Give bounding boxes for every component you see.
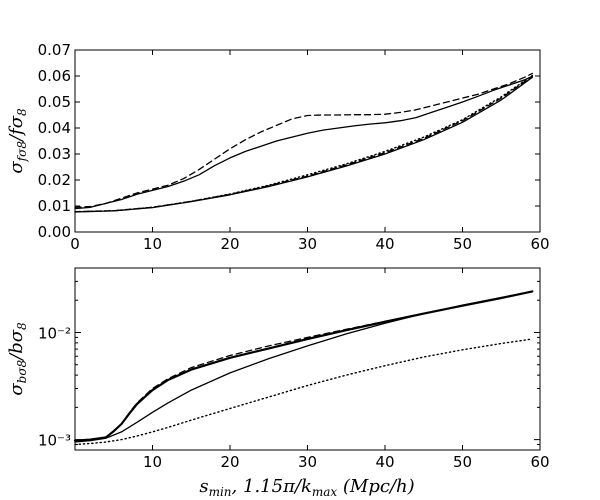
top-series-upper-dashed — [74, 72, 533, 208]
top-x-tick-label: 10 — [143, 235, 162, 253]
top-y-tick-label: 0.03 — [38, 145, 71, 163]
top-y-tick-label: 0.04 — [38, 119, 71, 137]
top-y-tick-label: 0.07 — [38, 41, 71, 59]
top-y-tick-label: 0.00 — [38, 223, 71, 241]
top-y-axis-label: σfσ8/fσ8 — [6, 108, 29, 174]
bottom-x-tick-label: 20 — [220, 453, 239, 471]
top-panel: 0 10 20 30 40 50 60 0.00 0.01 0.02 0.03 0.04 0.05 0.0… — [6, 41, 550, 253]
top-y-tick-label: 0.05 — [38, 93, 71, 111]
bottom-x-tick-label: 40 — [375, 453, 394, 471]
bottom-series-thin-solid — [74, 290, 533, 443]
top-series-dotted — [74, 74, 533, 213]
bottom-ticks: 10 20 30 40 50 60 10⁻³ 10⁻² — [38, 267, 550, 471]
bottom-series-dotted — [74, 338, 533, 446]
bottom-y-tick-label: 10⁻² — [38, 324, 71, 342]
top-x-tick-label: 30 — [298, 235, 317, 253]
bottom-x-tick-label: 60 — [530, 453, 549, 471]
top-x-tick-label: 40 — [375, 235, 394, 253]
top-y-tick-label: 0.06 — [38, 67, 71, 85]
bottom-series-group — [73, 290, 534, 446]
top-series-lower-dashed — [74, 75, 533, 213]
top-x-tick-label: 0 — [70, 235, 80, 253]
top-x-tick-label: 60 — [530, 235, 549, 253]
bottom-x-tick-label: 50 — [453, 453, 472, 471]
bottom-y-tick-label: 10⁻³ — [38, 432, 71, 450]
top-ticks: 0 10 20 30 40 50 60 0.00 0.01 0.02 0.03 0.04 0.05 0.0… — [38, 41, 550, 253]
top-y-tick-label: 0.02 — [38, 171, 71, 189]
top-series-upper-solid — [74, 75, 533, 210]
bottom-x-tick-label: 30 — [298, 453, 317, 471]
x-axis-label: smin, 1.15π/kmax (Mpc/h) — [199, 476, 414, 499]
top-series-lower-solid — [74, 76, 533, 213]
bottom-x-tick-label: 10 — [143, 453, 162, 471]
bottom-y-axis-label: σbσ8/bσ8 — [6, 322, 29, 396]
top-y-tick-label: 0.01 — [38, 197, 71, 215]
bottom-plot-frame — [74, 267, 541, 451]
top-x-tick-label: 20 — [220, 235, 239, 253]
top-series-group — [74, 72, 533, 213]
bottom-panel: 10 20 30 40 50 60 10⁻³ 10⁻² σbσ8/bσ8 smin, 1.15… — [6, 267, 550, 499]
top-plot-frame — [74, 49, 541, 233]
top-x-tick-label: 50 — [453, 235, 472, 253]
